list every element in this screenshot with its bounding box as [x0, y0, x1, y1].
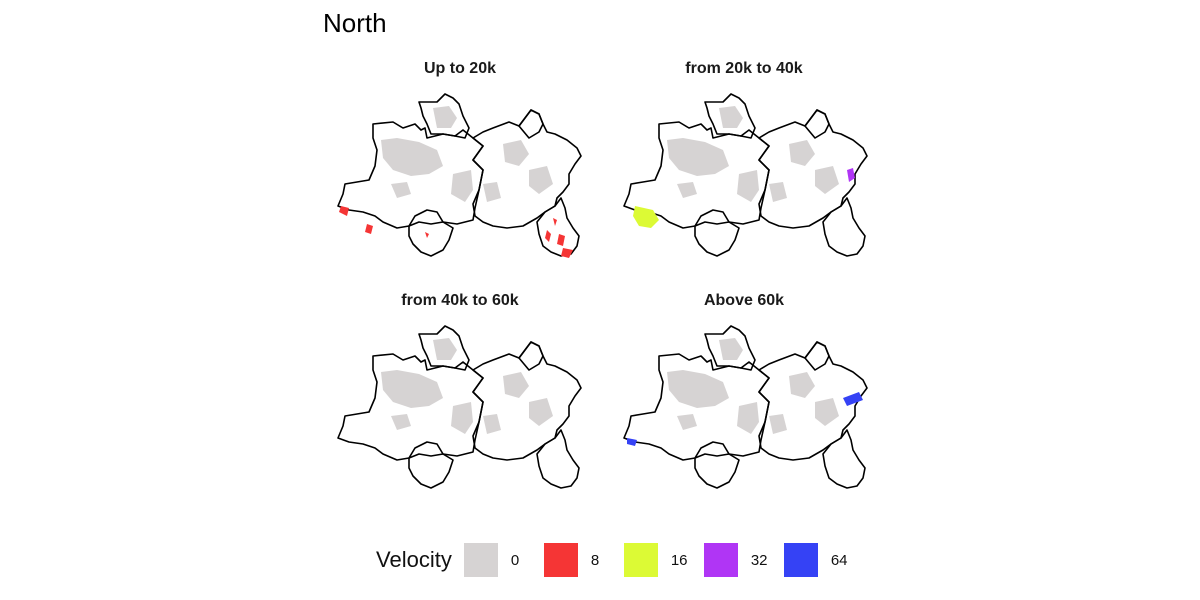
panel-title-4: Above 60k [703, 292, 785, 309]
legend-label-16: 16 [670, 551, 688, 569]
panel-title-2: from 20k to 40k [685, 60, 803, 77]
legend-item-0: 0 [463, 543, 531, 577]
legend-label-64: 64 [830, 551, 848, 569]
legend-swatch-64 [783, 543, 818, 577]
page-title: North [323, 8, 387, 38]
velocity-64-areas [627, 392, 863, 446]
legend-item-32: 32 [703, 543, 771, 577]
legend-swatch-0 [463, 543, 498, 577]
panel-title-3: from 40k to 60k [401, 292, 519, 309]
velocity-8-areas [339, 206, 573, 258]
legend-swatch-32 [703, 543, 738, 577]
legend-swatch-16 [623, 543, 658, 577]
legend-label-0: 0 [510, 551, 520, 569]
legend-label-32: 32 [750, 551, 768, 569]
legend-swatch-8 [543, 543, 578, 577]
legend-item-8: 8 [543, 543, 611, 577]
map-panel-above-60k [623, 325, 868, 489]
legend-title: Velocity [376, 547, 452, 572]
legend-label-8: 8 [590, 551, 600, 569]
legend: Velocity 0 8 16 32 64 [376, 540, 864, 580]
velocity-16-area [633, 206, 659, 228]
velocity-32-area [847, 168, 855, 182]
legend-item-64: 64 [783, 543, 851, 577]
map-panel-40k-to-60k [337, 325, 582, 489]
legend-item-16: 16 [623, 543, 691, 577]
panel-title-1: Up to 20k [423, 60, 496, 77]
map-panel-up-to-20k [337, 93, 582, 258]
map-panel-20k-to-40k [623, 93, 868, 257]
